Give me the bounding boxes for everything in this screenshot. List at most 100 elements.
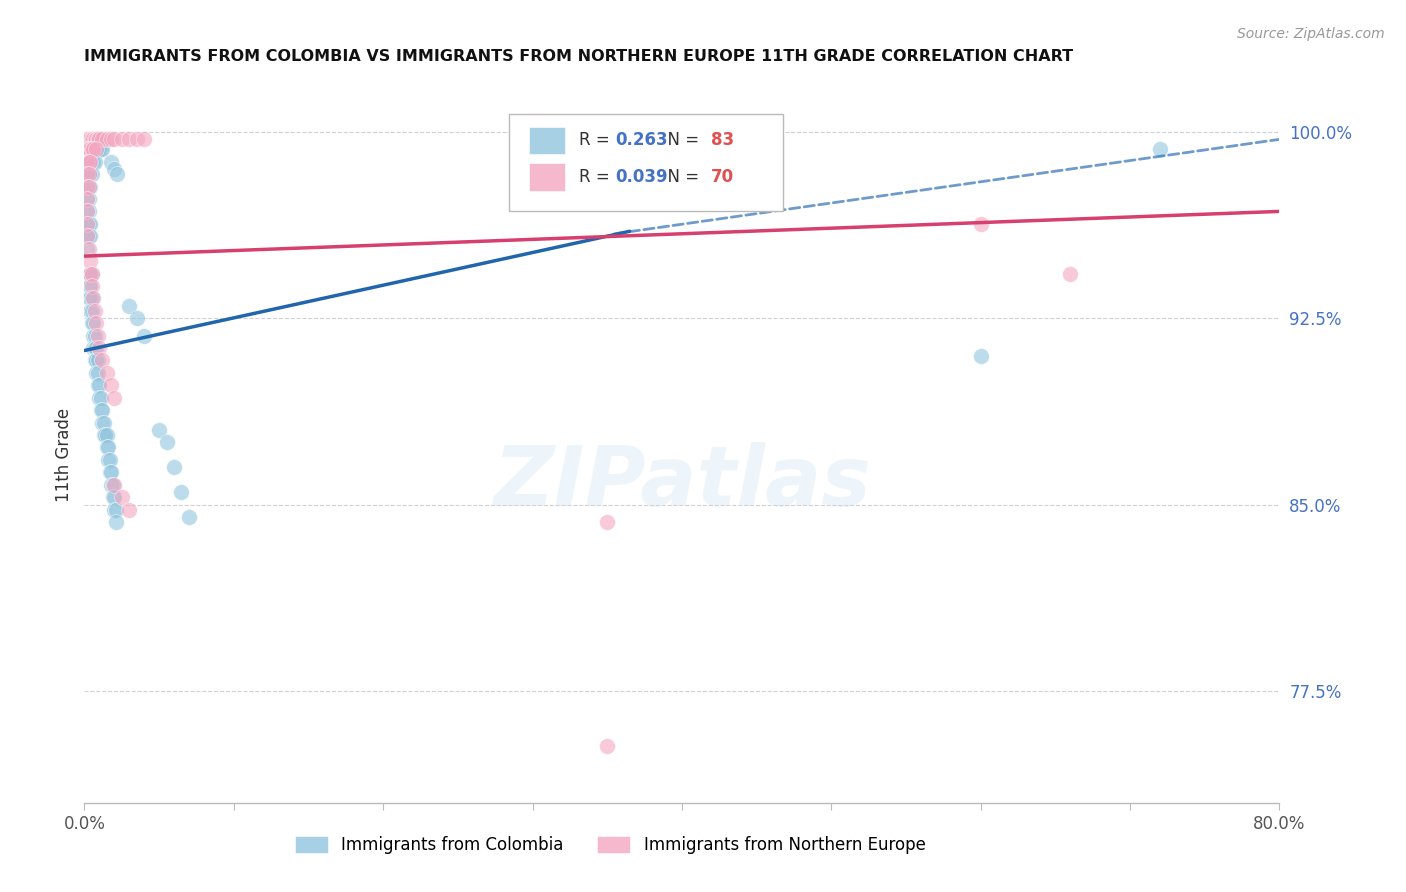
- Point: [77, 179, 100, 194]
- Point: [104, 502, 127, 516]
- Text: N =: N =: [657, 168, 704, 186]
- Point: [77, 154, 100, 169]
- Point: [76, 229, 98, 244]
- Point: [79, 142, 101, 156]
- Point: [104, 515, 127, 529]
- Point: [80, 142, 103, 156]
- Point: [86, 366, 108, 380]
- Point: [76, 204, 98, 219]
- Point: [83, 328, 105, 343]
- Point: [82, 132, 104, 146]
- Point: [82, 291, 104, 305]
- Point: [77, 142, 100, 156]
- Point: [87, 353, 110, 368]
- Point: [86, 353, 108, 368]
- Point: [970, 217, 993, 231]
- Point: [163, 460, 186, 475]
- Point: [96, 132, 118, 146]
- Point: [103, 162, 125, 177]
- Point: [596, 515, 619, 529]
- Point: [79, 132, 101, 146]
- Point: [100, 154, 122, 169]
- Point: [111, 490, 134, 504]
- Point: [80, 267, 103, 281]
- Point: [82, 341, 104, 355]
- Point: [103, 502, 125, 516]
- Point: [77, 167, 100, 181]
- Point: [87, 378, 110, 392]
- Point: [177, 510, 200, 524]
- Text: 0.263: 0.263: [614, 131, 668, 150]
- Point: [86, 132, 108, 146]
- Point: [76, 229, 98, 244]
- Point: [79, 267, 101, 281]
- Text: ZIPatlas: ZIPatlas: [494, 442, 870, 524]
- Point: [76, 217, 98, 231]
- Point: [522, 142, 544, 156]
- Point: [90, 403, 112, 417]
- Point: [80, 167, 103, 181]
- Point: [76, 132, 98, 146]
- Point: [103, 490, 125, 504]
- Point: [105, 167, 128, 181]
- Point: [1059, 267, 1081, 281]
- Point: [86, 142, 108, 156]
- Text: R =: R =: [579, 168, 616, 186]
- Y-axis label: 11th Grade: 11th Grade: [55, 408, 73, 502]
- Point: [80, 267, 103, 281]
- Point: [79, 229, 101, 244]
- Point: [79, 142, 101, 156]
- Point: [103, 391, 125, 405]
- Point: [118, 299, 141, 313]
- Point: [77, 142, 100, 156]
- Point: [80, 316, 103, 330]
- Text: Source: ZipAtlas.com: Source: ZipAtlas.com: [1237, 27, 1385, 41]
- Point: [96, 441, 118, 455]
- Point: [91, 132, 114, 146]
- Point: [77, 242, 100, 256]
- Point: [79, 167, 101, 181]
- Point: [83, 132, 105, 146]
- Point: [86, 341, 108, 355]
- Point: [76, 192, 98, 206]
- Point: [89, 132, 111, 146]
- Point: [77, 192, 100, 206]
- Point: [79, 179, 101, 194]
- Point: [89, 341, 111, 355]
- Point: [93, 416, 115, 430]
- Point: [76, 192, 98, 206]
- Point: [96, 428, 118, 442]
- Point: [87, 142, 110, 156]
- Point: [76, 154, 98, 169]
- Point: [86, 316, 108, 330]
- Point: [82, 142, 104, 156]
- Text: R =: R =: [579, 131, 616, 150]
- Point: [83, 154, 105, 169]
- Point: [87, 132, 110, 146]
- Point: [77, 229, 100, 244]
- Text: 83: 83: [710, 131, 734, 150]
- Point: [98, 465, 121, 479]
- Point: [148, 423, 170, 437]
- Point: [79, 154, 101, 169]
- FancyBboxPatch shape: [529, 162, 565, 191]
- Point: [100, 378, 122, 392]
- Text: 70: 70: [710, 168, 734, 186]
- Point: [79, 279, 101, 293]
- Point: [80, 303, 103, 318]
- Point: [90, 142, 112, 156]
- Point: [170, 485, 193, 500]
- Point: [100, 477, 122, 491]
- Point: [83, 303, 105, 318]
- Text: IMMIGRANTS FROM COLOMBIA VS IMMIGRANTS FROM NORTHERN EUROPE 11TH GRADE CORRELATI: IMMIGRANTS FROM COLOMBIA VS IMMIGRANTS F…: [84, 49, 1074, 64]
- Point: [132, 132, 156, 146]
- Point: [155, 435, 177, 450]
- Point: [76, 204, 98, 219]
- Point: [79, 303, 101, 318]
- Point: [94, 428, 117, 442]
- Point: [77, 291, 100, 305]
- FancyBboxPatch shape: [509, 114, 783, 211]
- Point: [596, 739, 619, 753]
- Point: [90, 391, 112, 405]
- Point: [91, 353, 114, 368]
